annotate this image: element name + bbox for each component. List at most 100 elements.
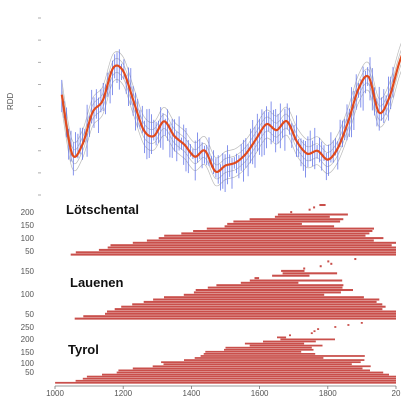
y-tick-label: 50 [25, 247, 34, 256]
series-length-bar [272, 274, 310, 277]
series-length-bar [244, 342, 305, 345]
series-length-bar [193, 291, 341, 294]
series-length-bar [360, 322, 363, 324]
series-length-bar [114, 308, 383, 311]
series-length-bar [224, 225, 335, 228]
series-length-bar [55, 381, 396, 384]
series-length-bar [277, 336, 287, 339]
series-length-bar [121, 305, 386, 308]
y-tick-label: 100 [21, 359, 35, 368]
y-tick-label: 150 [21, 221, 35, 230]
panel-title-lauenen: Lauenen [70, 275, 124, 290]
series-length-bar [330, 262, 333, 265]
series-length-bar [319, 204, 326, 207]
series-length-bar [308, 208, 311, 211]
series-length-bar [240, 281, 299, 284]
series-length-bar [195, 289, 353, 292]
series-length-bar [354, 258, 357, 261]
series-length-bar [152, 365, 371, 368]
series-length-bar [183, 293, 325, 296]
y-tick-label: 50 [25, 310, 34, 319]
series-length-bar [164, 296, 364, 299]
series-length-bar [334, 326, 337, 328]
series-length-bar [118, 369, 371, 372]
series-length-bar [313, 330, 316, 333]
x-axis: 1000 1200 1400 1600 1800 20 [46, 385, 401, 398]
series-length-bar [184, 359, 365, 361]
y-tick-label: 150 [21, 267, 35, 276]
series-length-bar [86, 375, 397, 378]
y-tick-label: 50 [25, 368, 34, 377]
panel-title-tyrol: Tyrol [68, 342, 99, 357]
series-length-bar [107, 310, 396, 313]
series-length-bar [233, 220, 341, 223]
series-length-bar [74, 317, 396, 320]
series-length-bar [82, 377, 397, 380]
series-length-bar [143, 300, 377, 303]
series-length-bar [290, 211, 293, 214]
series-length-bar [347, 324, 350, 326]
series-length-bar [194, 357, 324, 359]
series-length-bar [146, 239, 374, 242]
y-tick-group [38, 17, 41, 196]
series-length-bar [107, 246, 396, 249]
series-length-bar [75, 379, 396, 382]
series-length-bar [303, 267, 306, 270]
series-length-bar [83, 315, 397, 318]
series-length-bar [153, 298, 380, 301]
series-length-bar [263, 340, 316, 343]
y-tick-label: 200 [21, 208, 35, 217]
series-length-bar [282, 272, 338, 275]
smoothed-series-line [60, 54, 401, 174]
series-length-bar [161, 361, 361, 364]
series-length-bar [249, 344, 323, 347]
lauenen-panel: Lauenen 150 100 50 [21, 258, 397, 320]
series-length-bar [227, 222, 302, 225]
series-length-bar [181, 232, 370, 235]
series-length-bar [281, 269, 305, 272]
series-length-bar [163, 363, 352, 366]
series-length-bar [132, 241, 397, 244]
y-axis-label: RDD [6, 92, 15, 110]
series-length-bar [274, 215, 330, 218]
series-length-bar [216, 284, 344, 287]
series-length-bar [193, 230, 373, 233]
panel-title-lotschental: Lötschental [66, 202, 139, 217]
x-tick-label: 1200 [114, 389, 132, 398]
series-length-bar [205, 350, 302, 353]
y-tick-label: 200 [21, 335, 35, 344]
series-length-bar [317, 328, 320, 330]
series-length-bar [280, 338, 335, 341]
lotschental-panel: Lötschental 200 150 100 50 [21, 202, 397, 256]
x-tick-label: 1400 [183, 389, 201, 398]
series-length-bar [105, 312, 396, 315]
series-length-bar [313, 206, 316, 209]
series-length-bar [200, 355, 365, 357]
series-length-bar [203, 353, 316, 355]
series-length-bar [327, 260, 330, 263]
series-length-bar [277, 213, 348, 216]
series-length-bar [158, 237, 384, 240]
series-length-bar [98, 248, 397, 251]
series-length-bar [224, 348, 314, 351]
y-tick-label: 100 [21, 290, 35, 299]
series-length-bar [289, 334, 291, 337]
x-tick-label: 1000 [46, 389, 64, 398]
series-length-bar [70, 253, 396, 256]
series-length-bar [110, 244, 392, 247]
series-length-bar [132, 367, 363, 370]
series-length-bar [132, 303, 383, 306]
y-tick-label: 100 [21, 234, 35, 243]
series-length-bar [249, 218, 344, 221]
series-length-bar [249, 279, 343, 282]
series-length-bar [164, 234, 366, 237]
series-length-bar [310, 332, 313, 335]
series-length-bar [206, 227, 374, 230]
series-length-bar [225, 346, 312, 349]
series-length-bar [102, 373, 389, 376]
y-tick-label: 250 [21, 323, 35, 332]
series-length-bar [75, 251, 397, 254]
confidence-band-group [61, 42, 401, 187]
